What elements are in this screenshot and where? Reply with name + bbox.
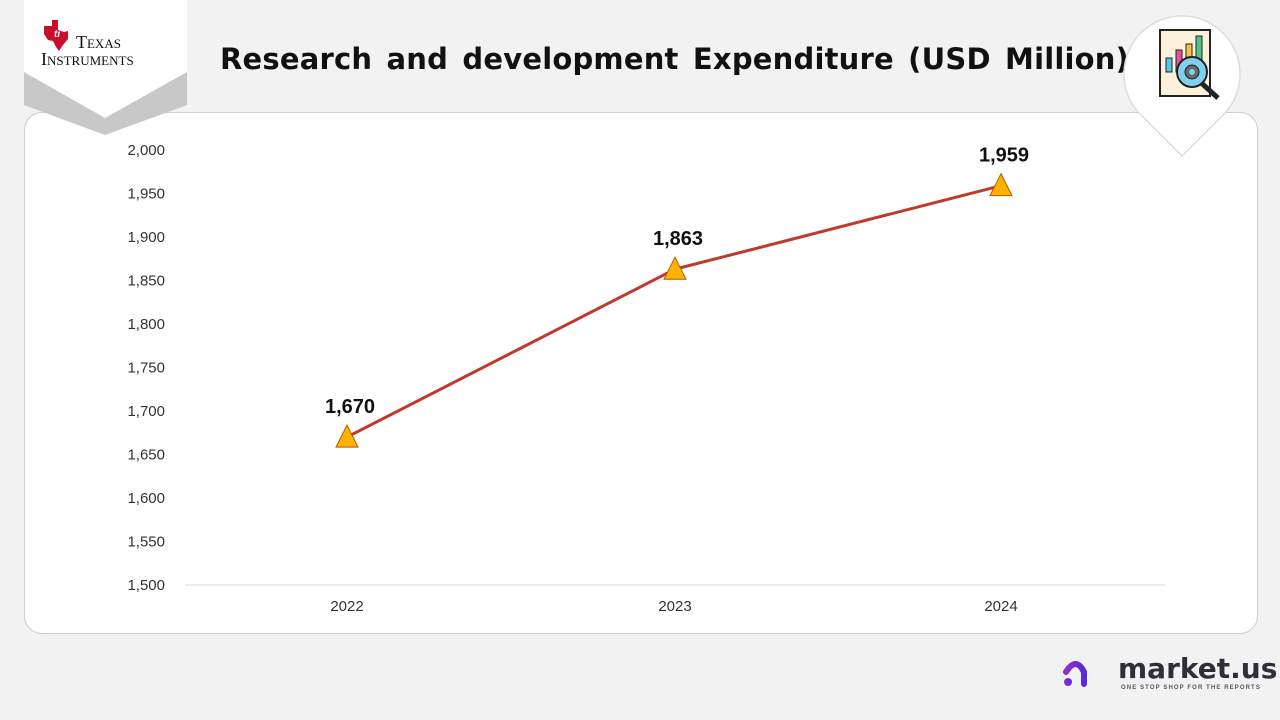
data-point-marker xyxy=(989,172,1013,197)
data-label: 1,863 xyxy=(653,228,703,250)
data-label: 1,959 xyxy=(979,145,1029,167)
report-analysis-icon-pin xyxy=(1123,15,1241,158)
y-tick-label: 1,850 xyxy=(127,273,165,290)
brand-name: market.us xyxy=(1118,652,1278,685)
y-tick-label: 1,500 xyxy=(127,577,165,594)
brand-tagline: ONE STOP SHOP FOR THE REPORTS xyxy=(1121,685,1261,691)
y-tick-label: 1,900 xyxy=(127,229,165,246)
data-point-marker xyxy=(335,423,359,448)
x-tick-label: 2022 xyxy=(330,598,363,615)
texas-state-icon: ti xyxy=(44,20,68,51)
y-tick-label: 1,600 xyxy=(127,490,165,507)
marketus-mark-icon xyxy=(1063,661,1108,687)
y-tick-label: 1,550 xyxy=(127,534,165,551)
y-tick-label: 1,700 xyxy=(127,403,165,420)
page-title: Research and development Expenditure (US… xyxy=(220,42,1130,76)
report-analysis-icon xyxy=(1159,29,1220,100)
data-label: 1,670 xyxy=(325,396,375,418)
y-tick-label: 1,950 xyxy=(127,186,165,203)
svg-text:ti: ti xyxy=(54,29,60,40)
y-tick-label: 1,800 xyxy=(127,316,165,333)
x-tick-label: 2023 xyxy=(658,598,691,615)
chart-card xyxy=(24,112,1258,634)
data-point-marker xyxy=(663,256,687,280)
company-logo-banner: ti Texas Instruments xyxy=(24,0,187,135)
logo-line2: Instruments xyxy=(41,49,134,69)
y-tick-label: 1,750 xyxy=(127,360,165,377)
y-tick-label: 1,650 xyxy=(127,447,165,464)
series-line xyxy=(346,184,1002,439)
x-tick-label: 2024 xyxy=(984,598,1017,615)
y-tick-label: 2,000 xyxy=(127,142,165,159)
logo-line1: Texas xyxy=(76,32,121,52)
